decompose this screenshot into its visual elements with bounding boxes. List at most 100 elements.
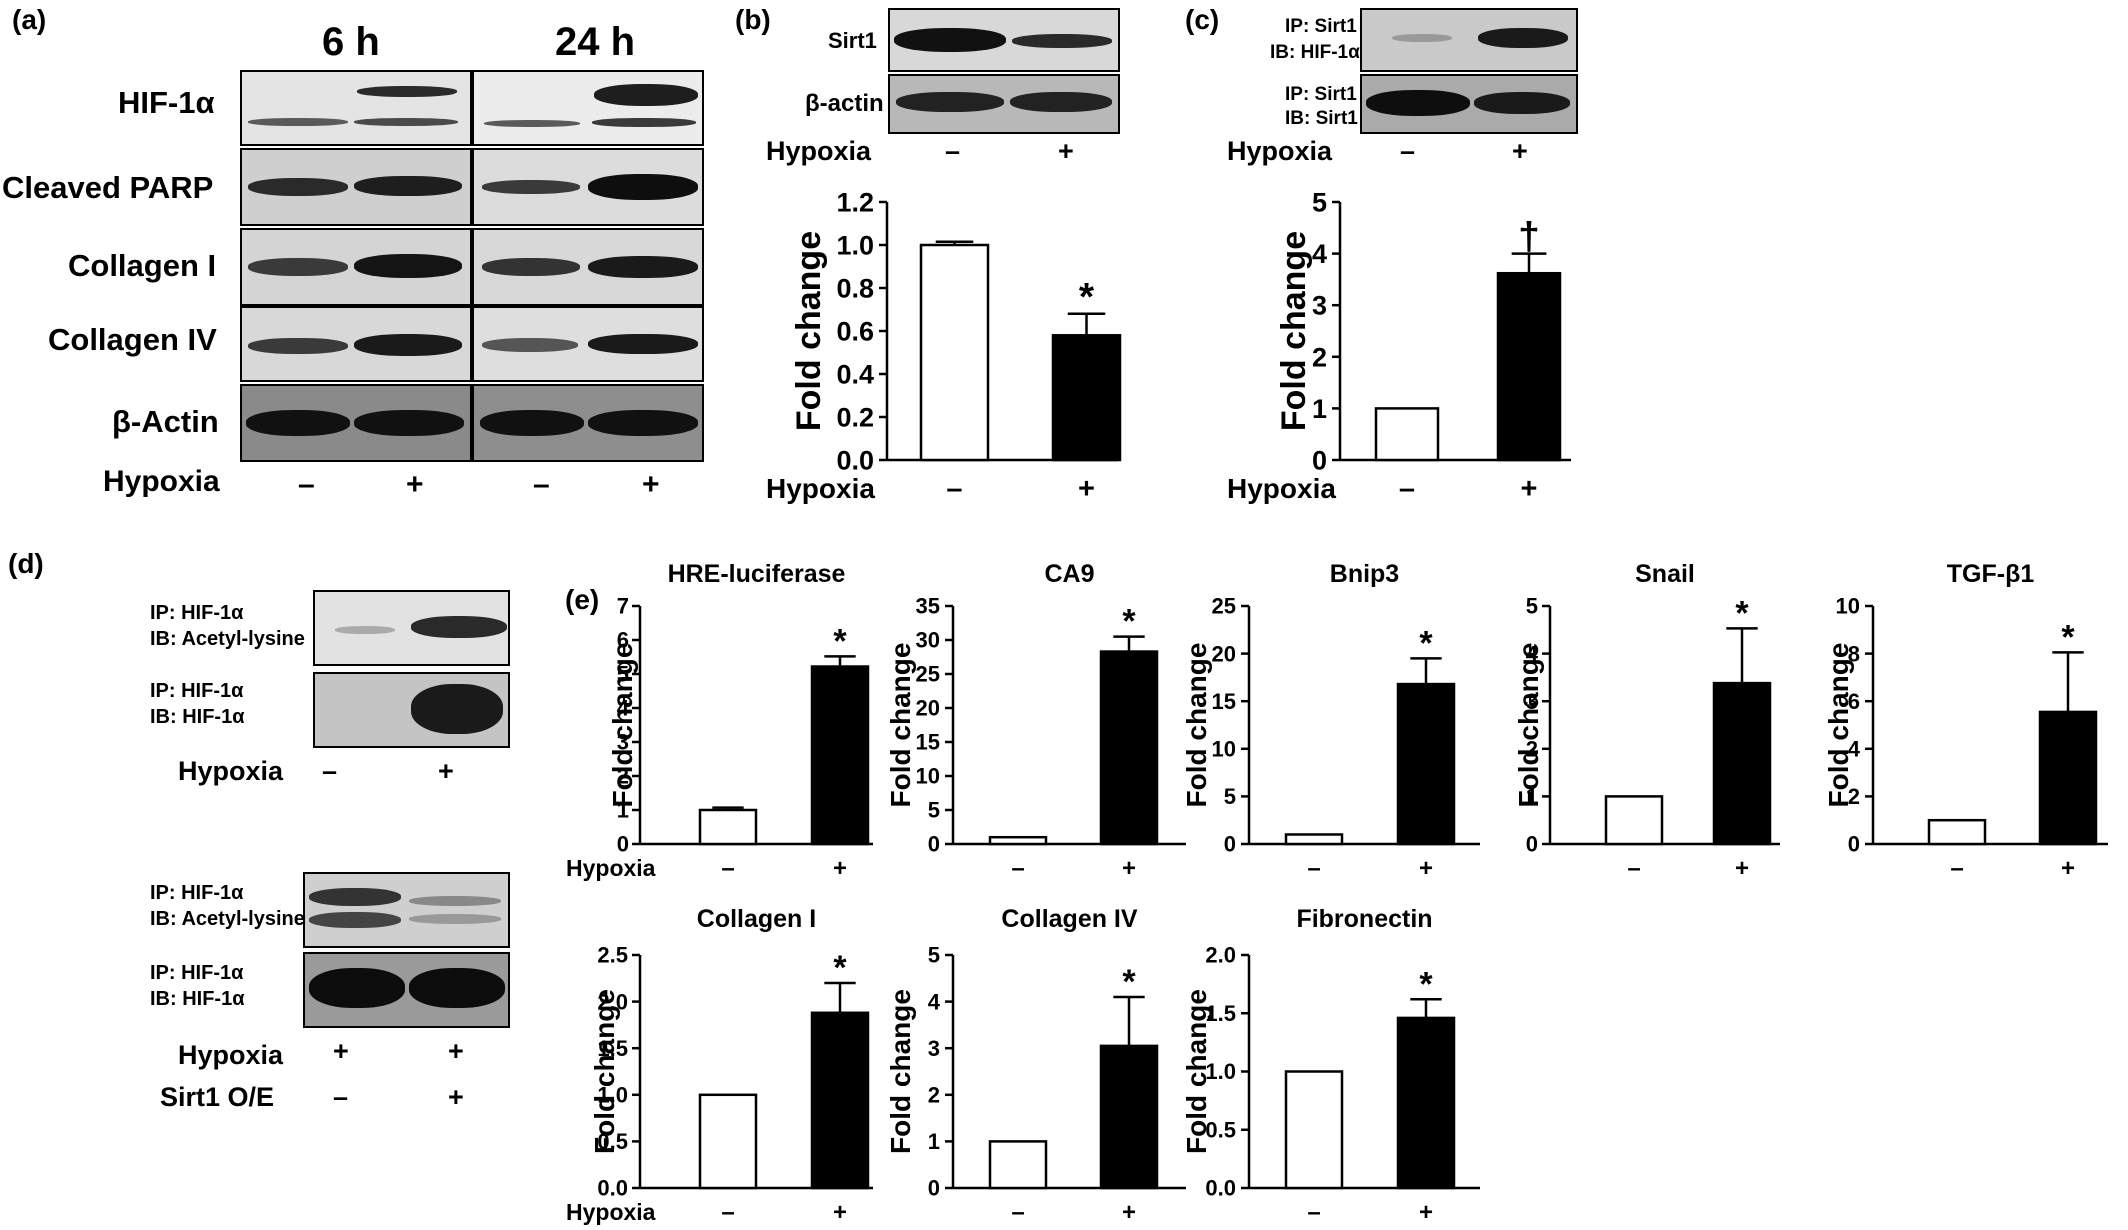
chart-e1-xlabel: Hypoxia: [566, 855, 656, 881]
blot-c-hif1a: [1360, 8, 1578, 72]
chart-c-ytick-label: 3: [1312, 291, 1327, 321]
chart-e8-significance: *: [1419, 965, 1433, 1003]
chart-e1-category-label: +: [833, 855, 847, 882]
lane-b-1: –: [945, 136, 961, 166]
chart-e4-bar: [1712, 681, 1772, 846]
chart-e7-significance: *: [1122, 963, 1136, 1001]
blot-a-actin-6h: [240, 384, 472, 462]
lane-d-bot-h1: +: [333, 1036, 349, 1066]
d-top-ip1: IP: HIF-1α: [150, 602, 244, 624]
chart-e1-ytick-label: 0: [617, 832, 629, 857]
chart-e5-ytick-label: 2: [1848, 784, 1860, 809]
chart-e6-xlabel: Hypoxia: [566, 1199, 656, 1225]
chart-b-xlabel: Hypoxia: [766, 473, 875, 504]
chart-c-xlabel: Hypoxia: [1227, 473, 1336, 504]
hypoxia-label-a: Hypoxia: [103, 465, 220, 498]
chart-e7-ytick-label: 3: [928, 1036, 940, 1061]
lane-a-4: +: [642, 468, 660, 501]
hypoxia-label-d-top: Hypoxia: [178, 756, 284, 786]
chart-b-category-label: –: [946, 473, 962, 505]
d-top-ib1: IB: Acetyl-lysine: [150, 628, 305, 650]
panel-letter-c: (c): [1185, 4, 1220, 35]
blot-a-col4-6h: [240, 306, 472, 382]
blot-a-col1-24h: [472, 228, 704, 306]
blot-d-top-acetyl: [313, 590, 510, 666]
time-label-6h: 6 h: [322, 20, 380, 64]
chart-e5-bar: [2038, 710, 2098, 846]
blot-label-b-actin: β-actin: [805, 90, 884, 117]
chart-e3-ylabel: Fold change: [1181, 643, 1212, 808]
chart-e6-ytick-label: 2.0: [597, 989, 628, 1014]
chart-e1-title: HRE-luciferase: [668, 560, 846, 588]
chart-c-ytick-label: 1: [1312, 394, 1327, 424]
chart-e5-ytick-label: 6: [1848, 689, 1860, 714]
blot-c-sirt1: [1360, 74, 1578, 134]
blot-a-col4-24h: [472, 306, 704, 382]
chart-e6-ytick-label: 1.0: [597, 1083, 628, 1108]
chart-e5-title: TGF-β1: [1947, 560, 2035, 588]
chart-e6-category-label: +: [833, 1199, 847, 1226]
lane-c-1: –: [1400, 136, 1416, 166]
chart-e7-ytick-label: 4: [928, 989, 941, 1014]
chart-b-ytick-label: 0.2: [836, 402, 874, 432]
panel-letter-e: (e): [565, 584, 600, 615]
lane-c-2: +: [1512, 136, 1528, 166]
blot-label-c-ip2: IP: Sirt1: [1285, 84, 1357, 105]
chart-e2-bar: [988, 835, 1048, 846]
lane-b-2: +: [1058, 136, 1074, 166]
d-bot-ip1: IP: HIF-1α: [150, 882, 244, 904]
panel-letter-a: (a): [12, 4, 47, 35]
chart-e5-ytick-label: 10: [1836, 594, 1860, 619]
panel-letter-b: (b): [735, 4, 771, 35]
chart-e8-category-label: +: [1419, 1199, 1433, 1226]
hypoxia-label-b-blot: Hypoxia: [766, 136, 872, 166]
time-label-24h: 24 h: [555, 20, 636, 64]
d-bot-ip2: IP: HIF-1α: [150, 962, 244, 984]
chart-e3-ytick-label: 5: [1224, 784, 1236, 809]
chart-e3-ytick-label: 20: [1212, 641, 1236, 666]
hypoxia-label-d-bot: Hypoxia: [178, 1040, 284, 1070]
blot-d-bot-acetyl: [303, 872, 510, 948]
chart-e3-significance: *: [1419, 624, 1433, 662]
chart-e3-ytick-label: 15: [1212, 689, 1236, 714]
d-bot-ib2: IB: HIF-1α: [150, 988, 245, 1010]
blot-label-c-ib1: IB: HIF-1α: [1270, 42, 1360, 63]
chart-e6-title: Collagen I: [697, 905, 816, 933]
lane-a-3: –: [533, 468, 550, 501]
chart-e6-ytick-label: 1.5: [597, 1036, 628, 1061]
chart-e2-ytick-label: 0: [928, 832, 940, 857]
lane-a-2: +: [406, 468, 424, 501]
chart-e1-category-label: –: [721, 855, 734, 882]
sirt1-oe-label: Sirt1 O/E: [160, 1082, 275, 1112]
chart-b-category-label: +: [1078, 473, 1095, 505]
chart-e2-ytick-label: 30: [916, 628, 940, 653]
chart-e4-title: Snail: [1635, 560, 1695, 588]
chart-e8-ytick-label: 1.0: [1205, 1059, 1236, 1084]
chart-e4-category-label: –: [1627, 855, 1640, 882]
blot-a-parp-24h: [472, 148, 704, 226]
row-label-collagen-iv: Collagen IV: [48, 322, 217, 357]
chart-e7-category-label: –: [1011, 1199, 1024, 1226]
chart-e6-significance: *: [833, 949, 847, 987]
d-top-ip2: IP: HIF-1α: [150, 680, 244, 702]
chart-e5-ytick-label: 4: [1848, 737, 1861, 762]
row-label-collagen-i: Collagen I: [68, 248, 217, 283]
chart-c-bar: [1496, 271, 1562, 462]
chart-e5-category-label: –: [1950, 855, 1963, 882]
d-top-ib2: IB: HIF-1α: [150, 706, 245, 728]
chart-e1-significance: *: [833, 622, 847, 660]
chart-e8-ytick-label: 1.5: [1205, 1001, 1236, 1026]
chart-e3-bar: [1284, 833, 1344, 846]
chart-e2-title: CA9: [1044, 560, 1094, 588]
chart-e4-ytick-label: 4: [1526, 641, 1539, 666]
chart-e6-category-label: –: [721, 1199, 734, 1226]
chart-e7-ytick-label: 2: [928, 1083, 940, 1108]
blot-label-c-ip1: IP: Sirt1: [1285, 16, 1357, 37]
blot-d-top-hif1a: [313, 672, 510, 748]
chart-e6-ytick-label: 0.0: [597, 1176, 628, 1201]
chart-c-ytick-label: 0: [1312, 445, 1327, 475]
chart-e6-bar: [810, 1011, 870, 1190]
chart-e3-ytick-label: 25: [1212, 594, 1236, 619]
chart-e1-ytick-label: 2: [617, 764, 629, 789]
